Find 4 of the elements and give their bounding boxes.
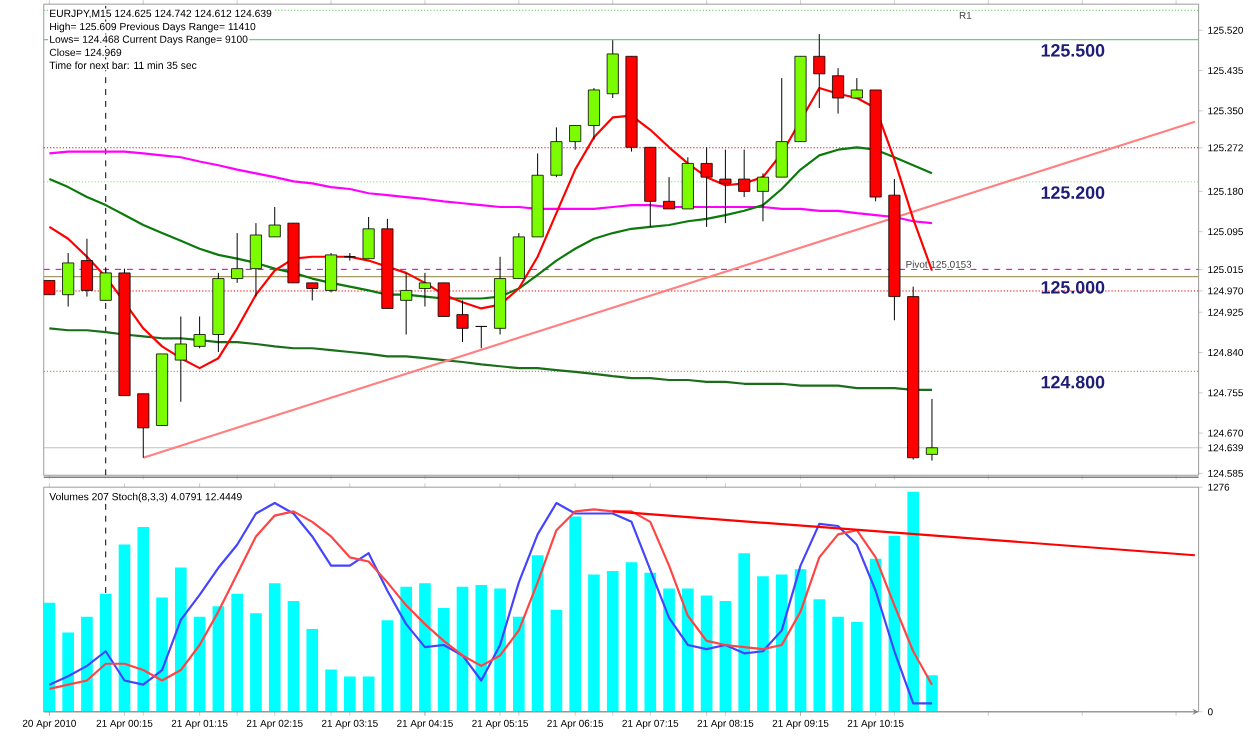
annotation: 125.500 [1041,44,1105,57]
annotation: 125.200 [1041,186,1105,200]
annotation: 124.800 [1041,376,1105,389]
annotation: 125.000 [1041,281,1105,294]
